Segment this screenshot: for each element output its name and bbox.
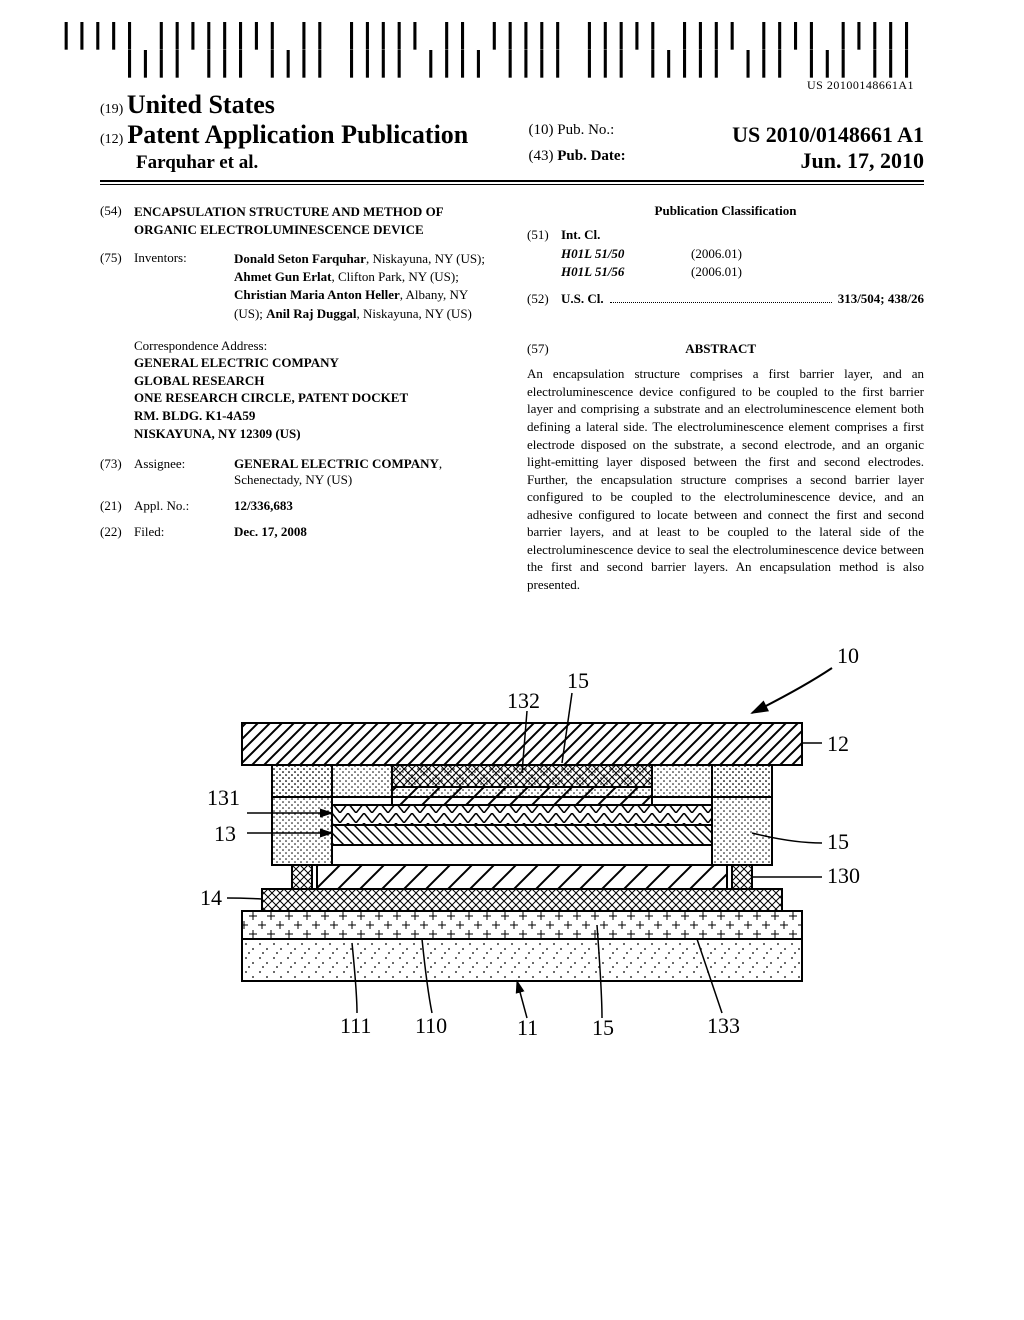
appl-no-value: 12/336,683	[234, 498, 497, 514]
fig-label-15b: 15	[827, 829, 849, 854]
abstract-code: (57)	[527, 341, 549, 356]
pub-class-header: Publication Classification	[527, 203, 924, 219]
barcode-pattern: ||||| |||||||| || ||||| || ||||| ||||| |…	[0, 20, 914, 76]
correspondence-block: Correspondence Address: GENERAL ELECTRIC…	[134, 337, 497, 442]
fig-label-10: 10	[837, 643, 859, 668]
abstract-label: ABSTRACT	[552, 341, 889, 357]
us-cl-row: (52) U.S. Cl. 313/504; 438/26	[527, 291, 924, 307]
filed-code: (22)	[100, 524, 134, 540]
int-cl-entry-code: H01L 51/50	[561, 245, 691, 263]
fig-label-111: 111	[340, 1013, 371, 1038]
assignee-label: Assignee:	[134, 456, 234, 488]
bibliographic-columns: (54) ENCAPSULATION STRUCTURE AND METHOD …	[100, 203, 924, 593]
correspondence-line: NISKAYUNA, NY 12309 (US)	[134, 425, 497, 443]
title-code: (54)	[100, 203, 134, 238]
patent-figure: 10 15 132 12 131 13 15 130 14 111 110 11	[132, 633, 892, 1073]
correspondence-label: Correspondence Address:	[134, 337, 497, 355]
pub-date-code: (43)	[528, 148, 553, 164]
inventors-list: Donald Seton Farquhar, Niskayuna, NY (US…	[234, 250, 497, 323]
us-cl-label: U.S. Cl.	[561, 291, 604, 307]
int-cl-entry-code: H01L 51/56	[561, 263, 691, 281]
assignee-value: GENERAL ELECTRIC COMPANY, Schenectady, N…	[234, 456, 497, 488]
header-left: (19) United States (12) Patent Applicati…	[100, 90, 512, 174]
country-name: United States	[127, 90, 275, 119]
int-cl-list: H01L 51/50 (2006.01) H01L 51/56 (2006.01…	[561, 245, 924, 281]
barcode-text: US 20100148661A1	[0, 78, 914, 93]
inventor-loc: Niskayuna, NY (US)	[372, 251, 481, 266]
filed-value: Dec. 17, 2008	[234, 524, 497, 540]
inventor-name: Anil Raj Duggal	[266, 306, 356, 321]
fig-label-130: 130	[827, 863, 860, 888]
correspondence-line: GLOBAL RESEARCH	[134, 372, 497, 390]
correspondence-line: RM. BLDG. K1-4A59	[134, 407, 497, 425]
pub-date-value: Jun. 17, 2010	[801, 148, 924, 174]
pub-type: Patent Application Publication	[127, 120, 468, 149]
figure-area: 10 15 132 12 131 13 15 130 14 111 110 11	[100, 633, 924, 1083]
assignee-name: GENERAL ELECTRIC COMPANY	[234, 456, 439, 471]
pub-no-label: Pub. No.:	[557, 122, 614, 138]
country-code: (19)	[100, 102, 123, 117]
header-right: (10) Pub. No.: US 2010/0148661 A1 (43) P…	[528, 122, 924, 174]
left-column: (54) ENCAPSULATION STRUCTURE AND METHOD …	[100, 203, 497, 593]
us-cl-code: (52)	[527, 291, 561, 307]
int-cl-entry-year: (2006.01)	[691, 245, 742, 263]
int-cl-code: (51)	[527, 227, 561, 243]
appl-no-code: (21)	[100, 498, 134, 514]
pub-no-code: (10)	[528, 122, 553, 138]
fig-label-110: 110	[415, 1013, 447, 1038]
us-cl-dots	[610, 291, 832, 303]
inventors-label: Inventors:	[134, 250, 234, 323]
correspondence-line: GENERAL ELECTRIC COMPANY	[134, 354, 497, 372]
filed-label: Filed:	[134, 524, 234, 540]
right-column: Publication Classification (51) Int. Cl.…	[527, 203, 924, 593]
inventor-loc: Niskayuna, NY (US)	[363, 306, 472, 321]
inventor-name: Christian Maria Anton Heller	[234, 287, 400, 302]
correspondence-line: ONE RESEARCH CIRCLE, PATENT DOCKET	[134, 389, 497, 407]
pub-date-label: Pub. Date:	[557, 148, 625, 164]
fig-label-132: 132	[507, 688, 540, 713]
fig-label-133: 133	[707, 1013, 740, 1038]
document-header: (19) United States (12) Patent Applicati…	[100, 90, 924, 182]
fig-label-14: 14	[200, 885, 222, 910]
authors-line: Farquhar et al.	[100, 152, 512, 174]
header-rule	[100, 184, 924, 185]
inventor-name: Donald Seton Farquhar	[234, 251, 366, 266]
assignee-code: (73)	[100, 456, 134, 488]
assignee-loc: Schenectady, NY (US)	[234, 472, 352, 487]
fig-label-11: 11	[517, 1015, 538, 1040]
inventor-loc: Clifton Park, NY (US)	[338, 269, 455, 284]
fig-label-13: 13	[214, 821, 236, 846]
pub-no-value: US 2010/0148661 A1	[732, 122, 924, 148]
pub-type-code: (12)	[100, 132, 123, 147]
inventor-name: Ahmet Gun Erlat	[234, 269, 332, 284]
fig-label-15a: 15	[567, 668, 589, 693]
inventors-code: (75)	[100, 250, 134, 323]
fig-label-12: 12	[827, 731, 849, 756]
fig-label-131: 131	[207, 785, 240, 810]
abstract-text: An encapsulation structure comprises a f…	[527, 365, 924, 593]
invention-title: ENCAPSULATION STRUCTURE AND METHOD OF OR…	[134, 203, 497, 238]
barcode-block: ||||| |||||||| || ||||| || ||||| ||||| |…	[0, 20, 914, 93]
us-cl-value: 313/504; 438/26	[838, 291, 924, 307]
fig-label-15c: 15	[592, 1015, 614, 1040]
int-cl-entry-year: (2006.01)	[691, 263, 742, 281]
int-cl-label: Int. Cl.	[561, 227, 600, 243]
appl-no-label: Appl. No.:	[134, 498, 234, 514]
